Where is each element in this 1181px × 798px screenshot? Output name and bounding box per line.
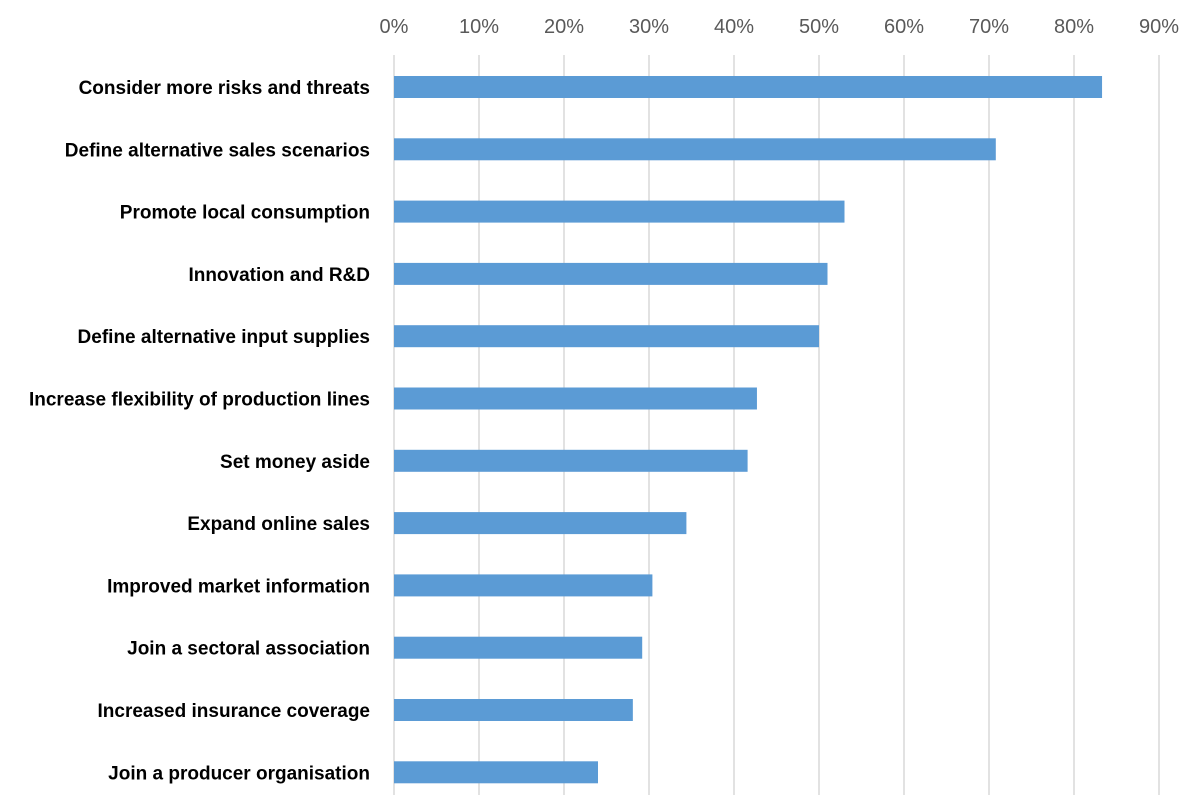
x-tick-label: 80% xyxy=(1054,16,1094,38)
x-tick-label: 30% xyxy=(629,16,669,38)
x-tick-label: 60% xyxy=(884,16,924,38)
bar xyxy=(394,138,996,161)
bar xyxy=(394,636,643,659)
x-tick-label: 0% xyxy=(380,16,409,38)
x-tick-label: 50% xyxy=(799,16,839,38)
x-tick-label: 20% xyxy=(544,16,584,38)
category-label: Set money aside xyxy=(220,452,370,473)
bars xyxy=(394,76,1103,784)
category-label: Promote local consumption xyxy=(120,203,370,224)
bar xyxy=(394,512,687,535)
category-label: Improved market information xyxy=(107,576,370,597)
x-tick-label: 40% xyxy=(714,16,754,38)
category-label: Define alternative input supplies xyxy=(78,327,370,348)
bar xyxy=(394,200,845,223)
bar xyxy=(394,761,598,784)
category-label: Innovation and R&D xyxy=(188,265,370,286)
category-label: Expand online sales xyxy=(187,514,370,535)
bar xyxy=(394,574,653,597)
category-label: Increase flexibility of production lines xyxy=(29,390,370,411)
category-label: Increased insurance coverage xyxy=(98,701,370,722)
category-label: Define alternative sales scenarios xyxy=(65,140,370,161)
category-label: Join a producer organisation xyxy=(108,763,370,784)
bar xyxy=(394,699,633,721)
x-axis-ticks: 0% 10% 20% 30% 40% 50% 60% 70% 80% 90% xyxy=(380,16,1180,38)
category-labels: Consider more risks and threats Define al… xyxy=(29,78,370,784)
x-tick-label: 10% xyxy=(459,16,499,38)
bar xyxy=(394,449,748,472)
x-tick-label: 90% xyxy=(1139,16,1179,38)
gridlines xyxy=(393,55,1160,795)
category-label: Consider more risks and threats xyxy=(79,78,370,99)
bar xyxy=(394,325,819,348)
bar xyxy=(394,262,828,285)
category-label: Join a sectoral association xyxy=(127,639,370,660)
bar xyxy=(394,76,1103,98)
bar xyxy=(394,387,757,410)
x-tick-label: 70% xyxy=(969,16,1009,38)
